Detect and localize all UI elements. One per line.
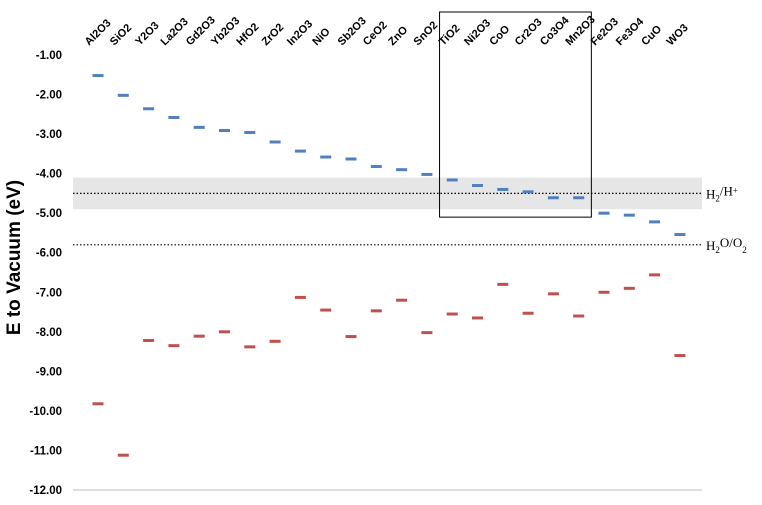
y-tick-label: -9.00 bbox=[36, 366, 62, 378]
y-tick-label: -4.00 bbox=[36, 169, 62, 181]
category-label: Y2O3 bbox=[133, 20, 161, 48]
category-label: ZnO bbox=[386, 24, 410, 48]
y-tick-label: -7.00 bbox=[36, 287, 62, 299]
y-tick-label: -1.00 bbox=[36, 50, 62, 62]
y-tick-label: -11.00 bbox=[30, 445, 62, 457]
category-label: SnO2 bbox=[412, 19, 441, 48]
y-tick-label: -5.00 bbox=[36, 208, 62, 220]
y-tick-label: -2.00 bbox=[36, 90, 62, 102]
highlight-box bbox=[439, 11, 592, 218]
category-label: NiO bbox=[310, 25, 333, 48]
category-label: WO3 bbox=[665, 22, 691, 48]
data-marks-layer bbox=[92, 74, 686, 457]
category-label: Al2O3 bbox=[83, 17, 114, 48]
category-label: In2O3 bbox=[285, 18, 315, 48]
category-label: Ni2O3 bbox=[462, 17, 493, 48]
category-label: TiO2 bbox=[437, 22, 463, 48]
y-tick-label: -3.00 bbox=[36, 129, 62, 141]
axis-layer: -1.00 -2.00 -3.00 -4.00 -5.00 -6.00 -7.00 -8.00… bbox=[4, 50, 702, 497]
shaded-band bbox=[73, 177, 702, 210]
y-tick-label: -6.00 bbox=[36, 248, 62, 260]
y-tick-label: -12.00 bbox=[29, 485, 62, 497]
band-layer bbox=[73, 177, 702, 210]
y-tick-label: -8.00 bbox=[36, 327, 62, 339]
category-label: ZrO2 bbox=[260, 21, 287, 48]
y-tick-label: -10.00 bbox=[29, 406, 62, 418]
category-label: Cr2O3 bbox=[513, 16, 545, 48]
y-axis-label: E to Vacuum (eV) bbox=[4, 180, 25, 335]
reference-lines-layer: H2/H+ H2O/O2 bbox=[73, 183, 747, 255]
reference-line-label: H2/H+ bbox=[706, 183, 738, 203]
reference-line-label: H2O/O2 bbox=[706, 235, 747, 255]
category-label: La2O3 bbox=[159, 16, 191, 48]
highlight-box-layer bbox=[439, 11, 592, 218]
